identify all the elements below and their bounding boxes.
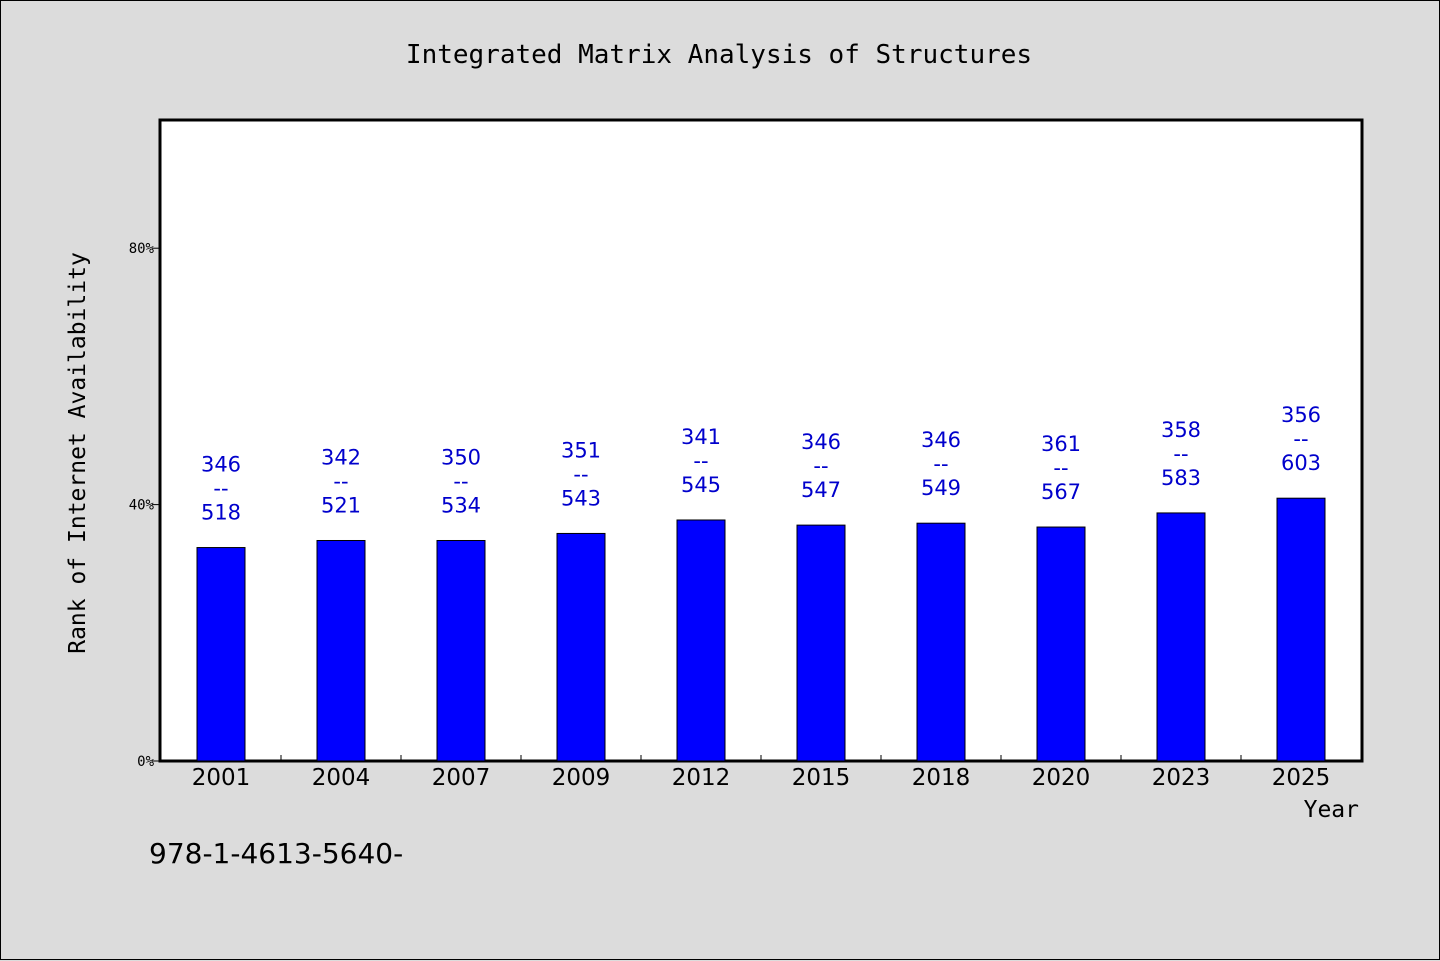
- bar-value-label-separator: --: [213, 477, 228, 501]
- bar-value-label-top: 356: [1281, 403, 1321, 427]
- bar-value-label-top: 341: [681, 425, 721, 449]
- x-axis: 2001 2004 2007 2009 2012 2015 2018 2020 2023 2025: [192, 755, 1331, 791]
- x-axis-label: Year: [1304, 797, 1359, 823]
- footnote-isbn: 978-1-4613-5640-: [149, 837, 403, 870]
- bar: [796, 524, 846, 762]
- bar-value-label-bottom: 521: [321, 493, 361, 517]
- bar: [676, 519, 726, 762]
- x-tick-label: 2001: [192, 765, 251, 791]
- y-tick-label: 40%: [129, 498, 155, 514]
- bar-value-label-bottom: 583: [1161, 466, 1201, 490]
- bar-value-label-bottom: 534: [441, 493, 481, 517]
- bar-value-label-top: 346: [921, 428, 961, 452]
- y-axis-label: Rank of Internet Availability: [65, 252, 91, 654]
- x-tick-label: 2007: [432, 765, 491, 791]
- bar-value-label-bottom: 567: [1041, 480, 1081, 504]
- bar-value-label-bottom: 549: [921, 476, 961, 500]
- bar: [316, 539, 366, 762]
- bar-value-label-separator: --: [933, 452, 948, 476]
- chart-title: Integrated Matrix Analysis of Structures: [406, 40, 1032, 70]
- bar-value-label-separator: --: [813, 454, 828, 478]
- bar-value-label-separator: --: [333, 469, 348, 493]
- x-tick-label: 2023: [1152, 765, 1211, 791]
- bar-value-label-bottom: 545: [681, 473, 721, 497]
- bar-value-label-separator: --: [453, 469, 468, 493]
- x-tick-label: 2009: [552, 765, 611, 791]
- bar-value-label-top: 350: [441, 445, 481, 469]
- bar-value-label-bottom: 518: [201, 501, 241, 525]
- bar: [556, 532, 606, 762]
- bar-value-label-top: 351: [561, 438, 601, 462]
- bar-value-label-separator: --: [1053, 456, 1068, 480]
- bar-value-label-separator: --: [1173, 442, 1188, 466]
- bar-value-label-separator: --: [1293, 427, 1308, 451]
- bar-value-label-top: 361: [1041, 432, 1081, 456]
- x-tick-label: 2025: [1272, 765, 1331, 791]
- y-tick-label: 80%: [129, 241, 155, 257]
- bar-value-label-top: 342: [321, 445, 361, 469]
- bar: [436, 539, 486, 762]
- bar-value-label-top: 346: [801, 430, 841, 454]
- bar-value-label-bottom: 547: [801, 478, 841, 502]
- bar: [196, 547, 246, 762]
- x-tick-label: 2012: [672, 765, 731, 791]
- bars-group: 346--518342--521350--534351--543341--545…: [196, 403, 1326, 762]
- bar-value-label-top: 358: [1161, 418, 1201, 442]
- x-tick-label: 2015: [792, 765, 851, 791]
- bar-value-label-bottom: 543: [561, 486, 601, 510]
- bar-value-label-top: 346: [201, 453, 241, 477]
- bar: [916, 522, 966, 762]
- bar: [1156, 512, 1206, 762]
- bar-value-label-separator: --: [573, 462, 588, 486]
- x-tick-label: 2020: [1032, 765, 1091, 791]
- bar: [1276, 497, 1326, 762]
- bar-value-label-bottom: 603: [1281, 451, 1321, 475]
- bar-value-label-separator: --: [693, 449, 708, 473]
- x-tick-label: 2004: [312, 765, 371, 791]
- y-tick-label: 0%: [137, 754, 154, 770]
- bar: [1036, 526, 1086, 762]
- x-tick-label: 2018: [912, 765, 971, 791]
- y-axis: 0% 40% 80%: [129, 241, 160, 770]
